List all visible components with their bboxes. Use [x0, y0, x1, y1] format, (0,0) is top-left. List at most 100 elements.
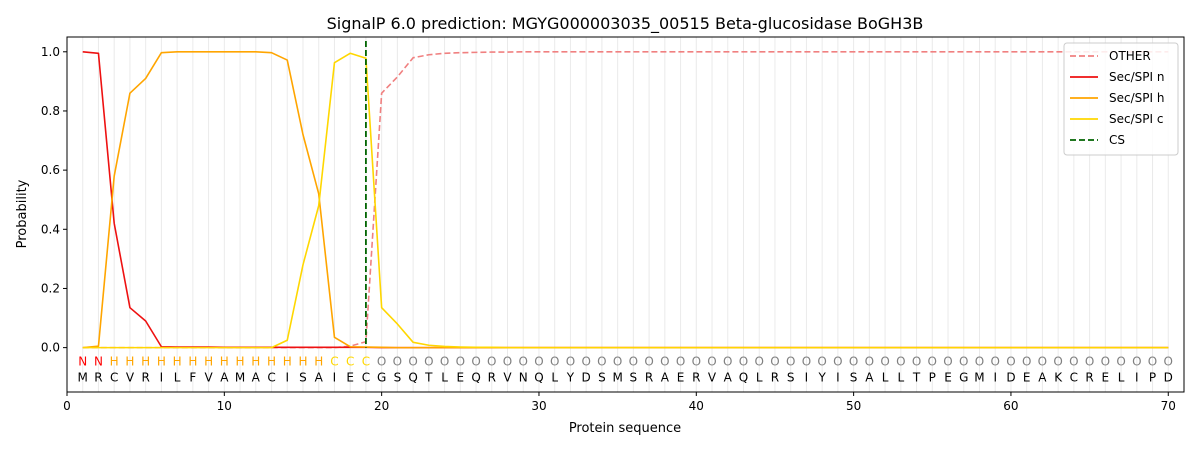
y-axis-label: Probability [15, 179, 30, 248]
residue-label: C [362, 371, 370, 385]
residue-label: T [912, 371, 921, 385]
region-label: H [220, 355, 229, 369]
residue-label: R [94, 371, 102, 385]
x-axis-label: Protein sequence [569, 421, 681, 436]
residue-label: E [1102, 371, 1110, 385]
region-label: O [487, 355, 496, 369]
region-label: O [1053, 355, 1062, 369]
region-label: H [173, 355, 182, 369]
region-label: O [377, 355, 386, 369]
residue-label: Q [534, 371, 543, 385]
residue-label: Q [408, 371, 417, 385]
residue-label: F [189, 371, 196, 385]
residue-label: G [959, 371, 968, 385]
region-label: O [943, 355, 952, 369]
plot-frame [66, 36, 1185, 393]
residue-label: I [993, 371, 997, 385]
region-label: O [865, 355, 874, 369]
region-label: O [786, 355, 795, 369]
residue-label: C [267, 371, 275, 385]
region-label: O [959, 355, 968, 369]
residue-label: R [771, 371, 779, 385]
residue-label: V [126, 371, 135, 385]
region-label: O [1085, 355, 1094, 369]
legend-box [1063, 42, 1179, 156]
region-label: H [141, 355, 150, 369]
region-label: O [1148, 355, 1157, 369]
residue-label: E [1023, 371, 1031, 385]
residue-label: M [974, 371, 984, 385]
residue-label: I [333, 371, 337, 385]
chart-title: SignalP 6.0 prediction: MGYG000003035_00… [327, 14, 924, 34]
region-label: N [78, 355, 87, 369]
region-label: O [896, 355, 905, 369]
y-tick-label: 0.6 [41, 163, 60, 177]
region-label: O [1006, 355, 1015, 369]
x-tick-label: 70 [1161, 399, 1176, 413]
region-label: O [456, 355, 465, 369]
region-label: O [1101, 355, 1110, 369]
region-label: O [880, 355, 889, 369]
region-label: O [676, 355, 685, 369]
region-label: O [393, 355, 402, 369]
residue-label: S [850, 371, 858, 385]
residue-label: A [315, 371, 324, 385]
residue-label: L [441, 371, 448, 385]
residue-label: L [882, 371, 889, 385]
region-label: O [912, 355, 921, 369]
residue-label: C [110, 371, 118, 385]
region-label: O [754, 355, 763, 369]
region-label: H [188, 355, 197, 369]
region-label: C [346, 355, 354, 369]
region-label: O [770, 355, 779, 369]
region-label: O [723, 355, 732, 369]
x-tick-label: 50 [846, 399, 861, 413]
residue-label: I [805, 371, 809, 385]
region-label: O [802, 355, 811, 369]
residue-label: V [503, 371, 512, 385]
region-label: H [298, 355, 307, 369]
region-label: H [283, 355, 292, 369]
residue-label: L [174, 371, 181, 385]
residue-label: V [708, 371, 717, 385]
region-label: O [534, 355, 543, 369]
region-label: O [550, 355, 559, 369]
residue-label: A [724, 371, 733, 385]
region-label: O [1132, 355, 1141, 369]
series-lines [82, 50, 1169, 349]
region-label: H [251, 355, 260, 369]
region-label: O [739, 355, 748, 369]
residue-label: S [598, 371, 606, 385]
residue-label: A [252, 371, 261, 385]
region-label: H [125, 355, 134, 369]
residue-label: M [612, 371, 622, 385]
residue-label: C [1070, 371, 1078, 385]
residue-label: D [582, 371, 591, 385]
legend-label: Sec/SPI c [1109, 112, 1163, 126]
y-tick-label: 0.2 [41, 281, 60, 295]
region-label: O [408, 355, 417, 369]
region-label: O [1164, 355, 1173, 369]
residue-label: L [756, 371, 763, 385]
residue-label: R [645, 371, 653, 385]
region-label: O [817, 355, 826, 369]
y-tick-label: 0.8 [41, 104, 60, 118]
region-label: H [157, 355, 166, 369]
series-line-sec-spi-n [82, 50, 1169, 349]
residue-label: I [836, 371, 840, 385]
residue-label: S [630, 371, 638, 385]
residue-label: A [661, 371, 670, 385]
series-line-other [82, 50, 1169, 349]
residue-label: Q [471, 371, 480, 385]
residue-label: I [160, 371, 164, 385]
residue-label: L [551, 371, 558, 385]
region-label: O [644, 355, 653, 369]
region-label: O [1069, 355, 1078, 369]
residue-label: E [457, 371, 465, 385]
residue-label: S [394, 371, 402, 385]
region-label: O [597, 355, 606, 369]
region-label: C [330, 355, 338, 369]
